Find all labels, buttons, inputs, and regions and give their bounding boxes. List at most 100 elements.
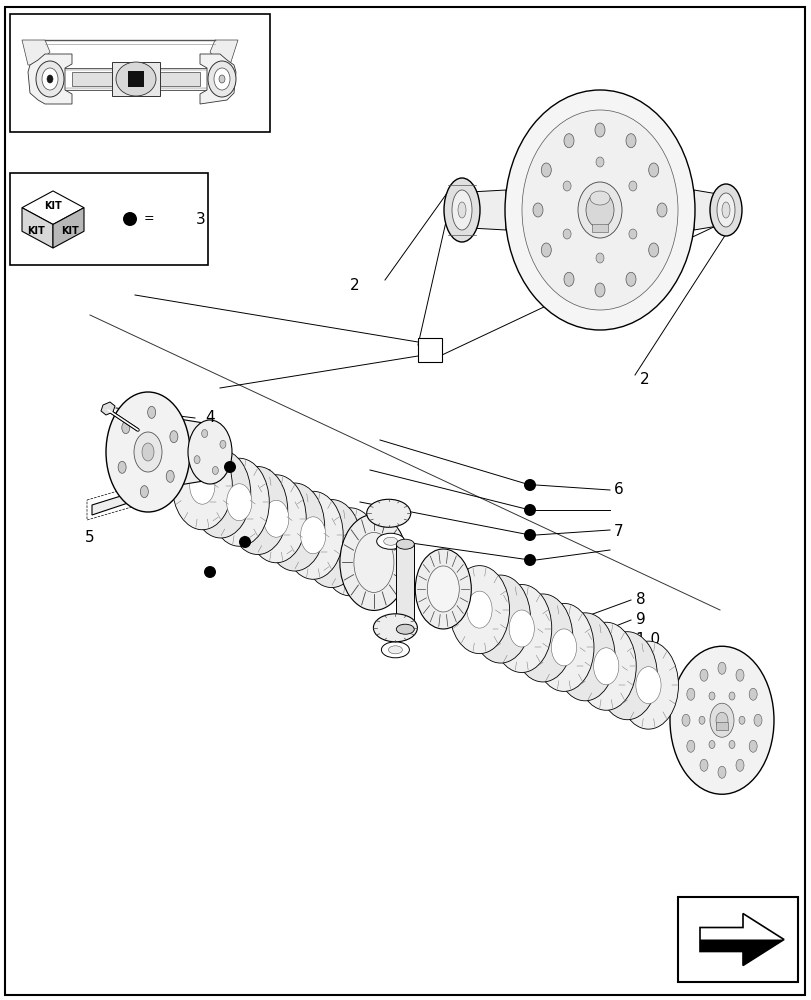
Bar	[72, 72, 112, 86]
Polygon shape	[22, 208, 53, 248]
Ellipse shape	[264, 483, 324, 571]
Polygon shape	[53, 208, 84, 248]
Ellipse shape	[717, 662, 725, 674]
Ellipse shape	[562, 181, 570, 191]
Ellipse shape	[698, 716, 704, 724]
Ellipse shape	[648, 243, 658, 257]
Ellipse shape	[532, 203, 543, 217]
Bar	[128, 71, 144, 87]
Ellipse shape	[523, 479, 535, 491]
Polygon shape	[693, 190, 717, 230]
Ellipse shape	[738, 716, 744, 724]
Ellipse shape	[42, 68, 58, 90]
Ellipse shape	[749, 740, 756, 752]
Ellipse shape	[586, 192, 613, 228]
Ellipse shape	[709, 703, 733, 737]
Text: 5: 5	[85, 530, 95, 546]
Polygon shape	[28, 54, 72, 104]
Bar	[160, 72, 200, 86]
Ellipse shape	[717, 766, 725, 778]
Ellipse shape	[140, 486, 148, 498]
Ellipse shape	[367, 499, 410, 527]
Ellipse shape	[699, 759, 707, 771]
Ellipse shape	[699, 669, 707, 681]
Ellipse shape	[212, 466, 218, 474]
Ellipse shape	[444, 178, 479, 242]
Ellipse shape	[504, 90, 694, 330]
Ellipse shape	[449, 566, 508, 654]
Text: KIT: KIT	[44, 201, 62, 211]
Ellipse shape	[388, 646, 402, 654]
Ellipse shape	[302, 500, 361, 588]
Polygon shape	[210, 40, 238, 65]
Text: KIT: KIT	[27, 226, 45, 236]
Polygon shape	[470, 190, 505, 230]
Bar	[10, 14, 270, 132]
Bar	[677, 897, 797, 982]
Ellipse shape	[686, 740, 694, 752]
Ellipse shape	[227, 467, 287, 555]
Ellipse shape	[564, 134, 573, 148]
Ellipse shape	[523, 504, 535, 516]
Ellipse shape	[716, 193, 734, 227]
Ellipse shape	[708, 692, 714, 700]
Ellipse shape	[169, 431, 178, 443]
Bar	[418, 338, 441, 362]
Polygon shape	[22, 40, 50, 65]
Ellipse shape	[209, 458, 269, 546]
Polygon shape	[699, 913, 783, 965]
Polygon shape	[699, 939, 783, 965]
Ellipse shape	[735, 759, 743, 771]
Ellipse shape	[337, 533, 363, 570]
Ellipse shape	[457, 202, 466, 218]
Ellipse shape	[224, 461, 236, 473]
Ellipse shape	[491, 585, 551, 673]
Bar	[60, 70, 220, 88]
Bar	[591, 224, 607, 232]
Ellipse shape	[753, 714, 761, 726]
Ellipse shape	[214, 68, 230, 90]
Ellipse shape	[283, 491, 343, 579]
Ellipse shape	[508, 610, 534, 647]
Ellipse shape	[594, 123, 604, 137]
Bar	[60, 68, 220, 90]
Ellipse shape	[300, 517, 325, 554]
Bar	[715, 722, 727, 730]
Ellipse shape	[728, 692, 734, 700]
Ellipse shape	[513, 594, 572, 682]
Ellipse shape	[194, 456, 200, 464]
Ellipse shape	[452, 190, 471, 230]
Ellipse shape	[106, 392, 190, 512]
Ellipse shape	[470, 575, 530, 663]
Ellipse shape	[396, 624, 414, 634]
Text: 4: 4	[204, 410, 214, 426]
Ellipse shape	[427, 566, 459, 612]
Ellipse shape	[541, 163, 551, 177]
Ellipse shape	[188, 420, 232, 484]
Ellipse shape	[618, 641, 678, 729]
Text: 6: 6	[613, 483, 623, 497]
Polygon shape	[92, 476, 185, 515]
Ellipse shape	[597, 632, 657, 720]
Ellipse shape	[551, 629, 576, 666]
Text: 8: 8	[635, 592, 645, 607]
Ellipse shape	[396, 539, 414, 549]
Ellipse shape	[625, 272, 635, 286]
Ellipse shape	[523, 554, 535, 566]
Text: 7: 7	[613, 524, 623, 540]
Polygon shape	[505, 195, 514, 225]
Ellipse shape	[264, 500, 289, 537]
Ellipse shape	[629, 229, 636, 239]
Ellipse shape	[577, 182, 621, 238]
Ellipse shape	[238, 536, 251, 548]
Ellipse shape	[669, 646, 773, 794]
Text: 9: 9	[635, 612, 645, 628]
Ellipse shape	[595, 253, 603, 263]
Ellipse shape	[354, 532, 393, 592]
Ellipse shape	[373, 614, 417, 642]
Ellipse shape	[594, 283, 604, 297]
Ellipse shape	[521, 110, 677, 310]
Ellipse shape	[564, 272, 573, 286]
Ellipse shape	[593, 648, 618, 685]
Ellipse shape	[728, 740, 734, 748]
